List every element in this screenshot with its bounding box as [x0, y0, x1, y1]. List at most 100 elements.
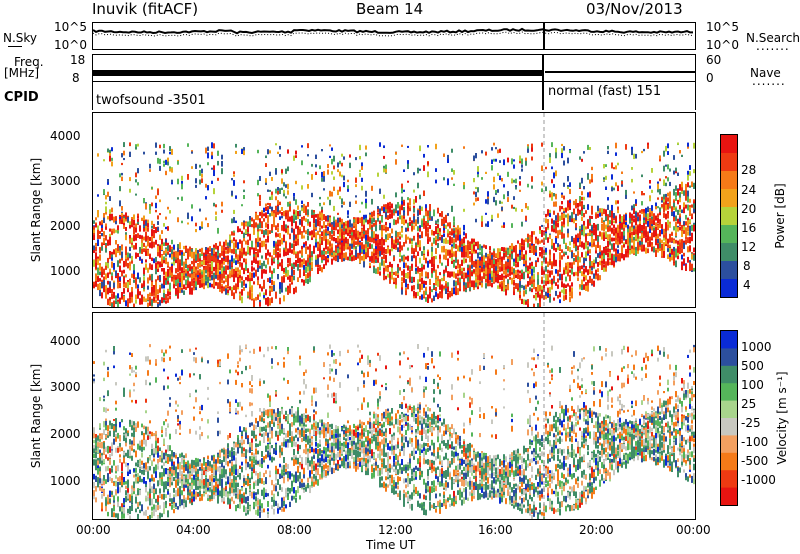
heatmap-cell [511, 158, 513, 165]
heatmap-cell [419, 276, 421, 282]
heatmap-cell [441, 292, 443, 299]
heatmap-cell [539, 240, 541, 244]
heatmap-cell [163, 223, 165, 227]
heatmap-cell [387, 267, 389, 273]
heatmap-cell [529, 278, 531, 286]
heatmap-cell [427, 171, 429, 178]
heatmap-cell [133, 268, 135, 275]
heatmap-cell [515, 178, 517, 184]
heatmap-cell [187, 254, 189, 260]
heatmap-cell [343, 235, 345, 241]
heatmap-cell [631, 245, 633, 250]
heatmap-cell [411, 225, 413, 231]
heatmap-cell [331, 191, 333, 197]
heatmap-cell [303, 265, 305, 270]
heatmap-cell [375, 237, 377, 244]
heatmap-cell [353, 255, 355, 261]
heatmap-cell [493, 250, 495, 258]
heatmap-cell [241, 289, 243, 294]
heatmap-cell [503, 184, 505, 188]
heatmap-cell [471, 259, 473, 266]
heatmap-cell [105, 247, 107, 253]
heatmap-cell [503, 224, 505, 228]
heatmap-cell [527, 183, 529, 188]
heatmap-cell [287, 217, 289, 222]
heatmap-cell [131, 287, 133, 293]
heatmap-cell [263, 260, 265, 267]
heatmap-cell [267, 215, 269, 222]
heatmap-cell [587, 279, 589, 286]
heatmap-cell [243, 280, 245, 286]
heatmap-cell [137, 292, 139, 299]
heatmap-cell [129, 142, 131, 147]
heatmap-cell [341, 228, 343, 236]
heatmap-cell [161, 230, 163, 234]
heatmap-cell [293, 234, 295, 241]
heatmap-cell [551, 225, 553, 232]
heatmap-cell [357, 217, 359, 222]
heatmap-cell [457, 225, 459, 230]
heatmap-cell [217, 160, 219, 166]
heatmap-cell [153, 232, 155, 239]
heatmap-cell [665, 145, 667, 152]
heatmap-cell [99, 254, 101, 261]
heatmap-cell [575, 245, 577, 252]
heatmap-cell [417, 251, 419, 256]
heatmap-cell [449, 291, 451, 297]
heatmap-cell [277, 223, 279, 228]
heatmap-cell [407, 160, 409, 164]
heatmap-cell [301, 185, 303, 190]
heatmap-cell [321, 267, 323, 273]
heatmap-cell [203, 270, 205, 277]
heatmap-cell [623, 254, 625, 261]
heatmap-cell [169, 210, 171, 214]
heatmap-cell [279, 297, 281, 305]
heatmap-cell [527, 148, 529, 153]
heatmap-cell [499, 148, 501, 153]
heatmap-cell [649, 180, 651, 184]
heatmap-cell [211, 155, 213, 160]
heatmap-cell [171, 254, 173, 260]
heatmap-cell [111, 254, 113, 258]
heatmap-cell [391, 238, 393, 245]
heatmap-cell [519, 287, 521, 292]
heatmap-cell [401, 218, 403, 224]
heatmap-cell [541, 181, 543, 186]
heatmap-cell [321, 206, 323, 211]
heatmap-cell [553, 258, 555, 265]
heatmap-cell [111, 163, 113, 167]
heatmap-cell [537, 257, 539, 263]
heatmap-cell [661, 229, 663, 235]
heatmap-cell [327, 256, 329, 260]
heatmap-cell [529, 270, 531, 275]
heatmap-cell [109, 155, 111, 162]
heatmap-cell [651, 168, 653, 173]
heatmap-cell [375, 233, 377, 240]
heatmap-cell [467, 245, 469, 251]
heatmap-cell [451, 228, 453, 235]
heatmap-cell [589, 147, 591, 150]
heatmap-cell [663, 150, 665, 157]
heatmap-cell [351, 235, 353, 241]
heatmap-cell [321, 250, 323, 257]
heatmap-cell [621, 171, 623, 174]
heatmap-cell [95, 223, 97, 228]
heatmap-cell [617, 232, 619, 238]
heatmap-cell [557, 278, 559, 283]
heatmap-cell [157, 221, 159, 225]
heatmap-cell [281, 212, 283, 216]
heatmap-cell [295, 215, 297, 220]
heatmap-cell [199, 272, 201, 280]
heatmap-cell [581, 177, 583, 184]
heatmap-cell [617, 244, 619, 248]
heatmap-cell [681, 244, 683, 249]
heatmap-cell [531, 282, 533, 288]
heatmap-cell [323, 202, 325, 206]
heatmap-cell [533, 273, 535, 280]
heatmap-cell [195, 281, 197, 288]
heatmap-cell [513, 159, 515, 162]
heatmap-cell [651, 226, 653, 231]
heatmap-cell [579, 291, 581, 296]
heatmap-cell [281, 215, 283, 219]
heatmap-cell [551, 238, 553, 246]
